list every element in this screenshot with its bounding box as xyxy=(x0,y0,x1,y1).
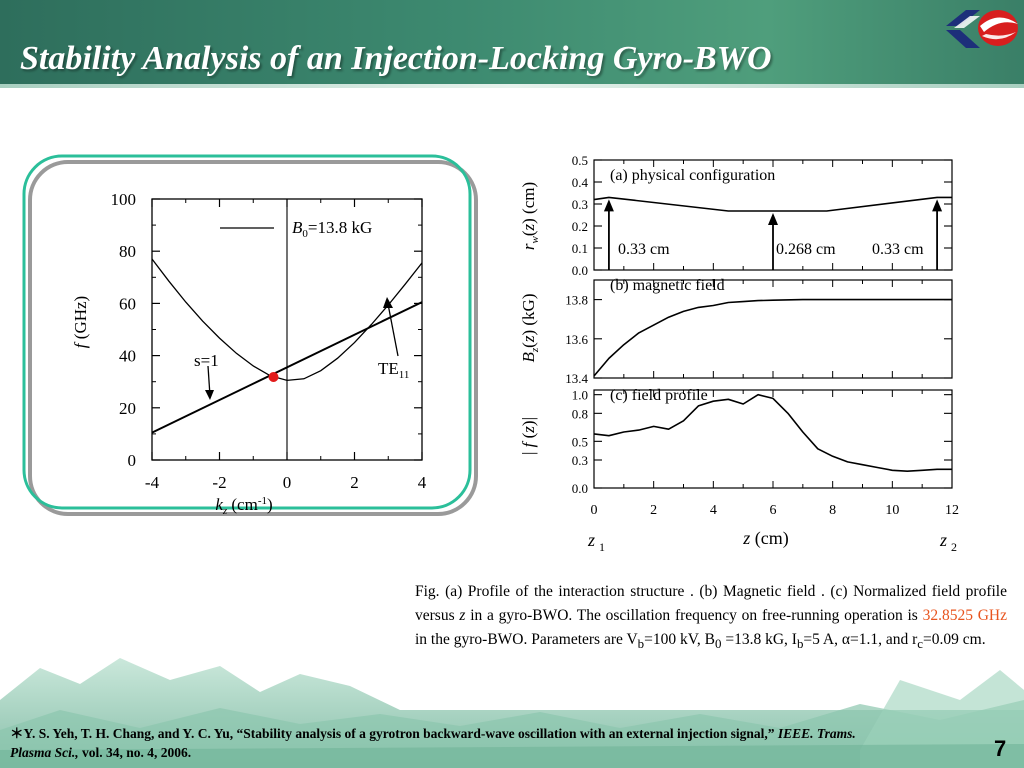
panel-a-y-tick-label: 0.5 xyxy=(572,153,588,168)
frame-inner xyxy=(28,160,478,516)
panel-c-y-tick-label: 0.3 xyxy=(572,453,588,468)
x-tick-label: 10 xyxy=(885,503,899,518)
legend-label: B0=13.8 kG xyxy=(292,218,372,240)
x-tick-label: -2 xyxy=(212,473,226,492)
x-tick-label: 2 xyxy=(650,503,657,518)
y-tick-label: 20 xyxy=(119,399,136,418)
te11-dispersion-curve xyxy=(151,258,423,382)
beam-mode-arrowhead xyxy=(205,390,214,400)
panel-b-y-tick-label: 13.4 xyxy=(565,371,588,386)
dispersion-axes xyxy=(151,198,423,461)
oscillation-frequency-highlight: 32.8525 GHz xyxy=(922,607,1007,624)
panel-b-title: (b) magnetic field xyxy=(610,277,725,294)
panel-a-y-tick-label: 0.2 xyxy=(572,219,588,234)
panel-c-curve xyxy=(593,393,952,472)
x-tick-label: 6 xyxy=(770,503,777,518)
institution-logo xyxy=(946,10,1018,48)
waveguide-mode-arrow xyxy=(387,303,399,357)
y-tick-label: 100 xyxy=(111,190,137,209)
waveguide-mode-arrowhead xyxy=(383,297,393,308)
x-tick-label: 12 xyxy=(945,503,959,518)
panel-a-curve xyxy=(593,196,952,212)
panel-b-y-tick-label: 13.6 xyxy=(565,332,588,347)
x-tick-label: 0 xyxy=(591,503,598,518)
panel-b-curve xyxy=(593,298,952,377)
reference-citation: ＊Y. S. Yeh, T. H. Chang, and Y. C. Yu, “… xyxy=(10,726,856,760)
title-bar: Stability Analysis of an Injection-Locki… xyxy=(0,0,1024,88)
panel-c-title: (c) field profile xyxy=(610,387,708,404)
x-tick-label: 4 xyxy=(418,473,427,492)
panel-c-y-tick-label: 0.8 xyxy=(572,406,588,421)
panel-a-y-tick-label: 0.4 xyxy=(572,175,589,190)
panel-a-y-tick-label: 0.1 xyxy=(572,241,588,256)
x-tick-label: 8 xyxy=(829,503,836,518)
beam-mode-label: s=1 xyxy=(194,351,219,370)
x-axis-title-z: z (cm) xyxy=(742,528,789,549)
profile-curves xyxy=(593,196,952,472)
x-tick-label: -4 xyxy=(145,473,160,492)
profile-panels: 0.5 0.4 0.3 0.2 0.1 0.0 13.8 13.6 13.4 1.0 0.8 0.5 0… xyxy=(519,153,959,554)
y-tick-label: 80 xyxy=(119,242,136,261)
slide-title: Stability Analysis of an Injection-Locki… xyxy=(20,40,772,77)
y-tick-label: 0 xyxy=(128,451,137,470)
profile-panel-frames xyxy=(593,159,953,489)
journal-name: IEEE. Trams. Plasma Sci., xyxy=(10,726,856,760)
waveguide-mode-label: TE11 xyxy=(378,359,409,381)
operating-point-marker xyxy=(268,372,279,383)
panel-b-y-tick-label: 13.8 xyxy=(565,293,588,308)
panel-a-y-title: rw(z) (cm) xyxy=(519,182,541,250)
x-tick-label: 4 xyxy=(710,503,717,518)
beam-line xyxy=(151,301,423,434)
radius-arrowhead xyxy=(768,213,778,226)
wall-radius-label-1: 0.33 cm xyxy=(618,241,670,258)
wall-radius-label-2: 0.268 cm xyxy=(776,241,836,258)
panel-a-y-tick-label: 0.0 xyxy=(572,263,588,278)
figure-caption: Fig. (a) Profile of the interaction stru… xyxy=(415,583,1007,652)
panel-a-y-tick-label: 0.3 xyxy=(572,197,588,212)
y-axis-title: f (GHz) xyxy=(71,296,90,348)
frame-outer xyxy=(22,154,472,510)
radius-arrowhead xyxy=(932,199,943,212)
dispersion-curves xyxy=(151,258,423,434)
x-tick-label: 2 xyxy=(350,473,359,492)
profile-tick-labels: 0.5 0.4 0.3 0.2 0.1 0.0 13.8 13.6 13.4 1.0 0.8 0.5 0… xyxy=(565,153,959,518)
y-tick-label: 60 xyxy=(119,294,136,313)
panel-c-y-tick-label: 0.5 xyxy=(572,434,588,449)
panel-b-y-title: Bz(z) (kG) xyxy=(519,294,541,363)
x-tick-label: 0 xyxy=(283,473,292,492)
wall-radius-label-3: 0.33 cm xyxy=(872,241,924,258)
panel-c-y-title: | f (z)| xyxy=(519,417,538,455)
dispersion-tick-labels: 0 20 40 60 80 100 -4 -2 0 2 4 xyxy=(111,190,427,492)
y-tick-label: 40 xyxy=(119,347,136,366)
x-axis-title: kz (cm-1) xyxy=(215,495,272,517)
radius-arrowhead xyxy=(603,199,614,212)
panel-a-title: (a) physical configuration xyxy=(610,167,775,184)
page-number: 7 xyxy=(994,736,1007,761)
decorative-bottom-band xyxy=(0,658,1024,768)
panel-c-y-tick-label: 1.0 xyxy=(572,388,588,403)
panel-c-y-tick-label: 0.0 xyxy=(572,481,588,496)
panel-c-box xyxy=(593,389,953,489)
